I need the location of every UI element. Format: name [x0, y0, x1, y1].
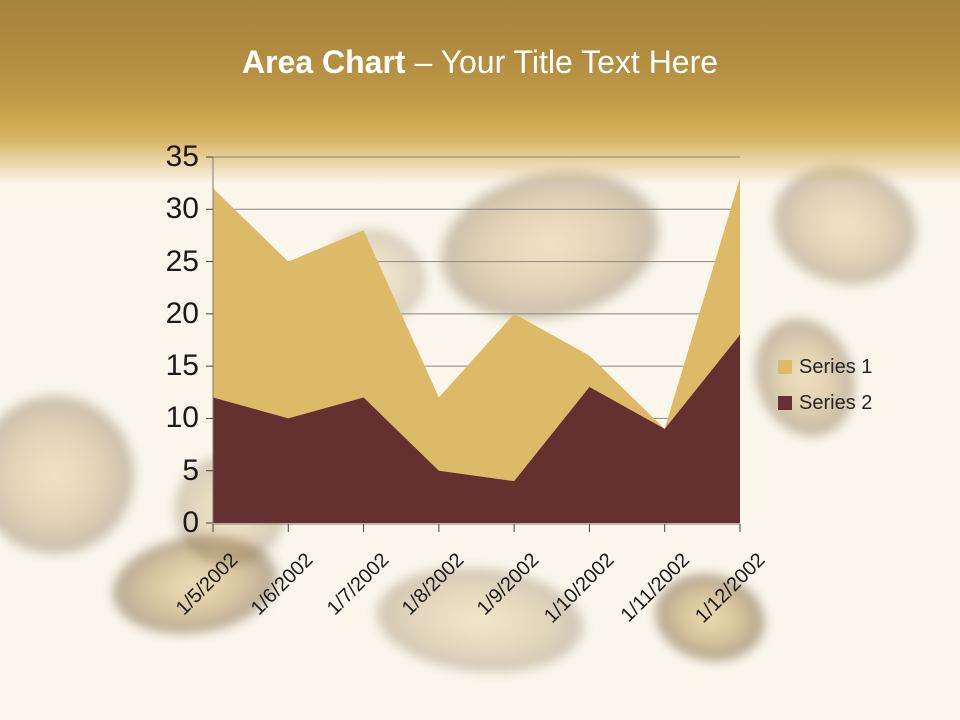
- title-subtitle: – Your Title Text Here: [414, 44, 719, 80]
- y-axis-tick-label: 15: [165, 349, 199, 382]
- chart-legend: Series 1 Series 2: [778, 356, 872, 428]
- x-axis-tick-label: 1/5/2002: [171, 549, 243, 620]
- page-title: Area Chart – Your Title Text Here: [0, 42, 960, 82]
- title-emphasis: Area Chart: [241, 44, 406, 80]
- x-axis-tick-label: 1/9/2002: [473, 549, 544, 620]
- y-axis-tick-label: 10: [165, 401, 199, 434]
- header-gold-band: [0, 0, 960, 192]
- series2-legend-swatch: [778, 396, 792, 410]
- x-axis-tick-label: 1/7/2002: [322, 549, 394, 620]
- y-axis-tick-label: 5: [182, 454, 199, 487]
- x-axis-tick-label: 1/10/2002: [540, 549, 619, 628]
- y-axis-tick-label: 20: [165, 297, 199, 330]
- x-axis-tick-label: 1/12/2002: [691, 549, 770, 628]
- legend-label: Series 1: [799, 356, 873, 378]
- series1-legend-swatch: [778, 360, 792, 374]
- legend-item-series1: Series 1: [778, 356, 872, 378]
- y-axis-tick-label: 35: [165, 140, 199, 173]
- legend-label: Series 2: [799, 392, 873, 414]
- x-axis-tick-label: 1/8/2002: [397, 549, 469, 620]
- y-axis-tick-label: 0: [182, 506, 199, 539]
- chart-plot-area: [206, 156, 741, 532]
- y-axis-tick-label: 30: [165, 192, 199, 225]
- legend-item-series2: Series 2: [778, 392, 872, 414]
- x-axis-tick-label: 1/6/2002: [247, 549, 318, 620]
- y-axis-tick-label: 25: [165, 245, 199, 278]
- x-axis-tick-label: 1/11/2002: [616, 549, 695, 627]
